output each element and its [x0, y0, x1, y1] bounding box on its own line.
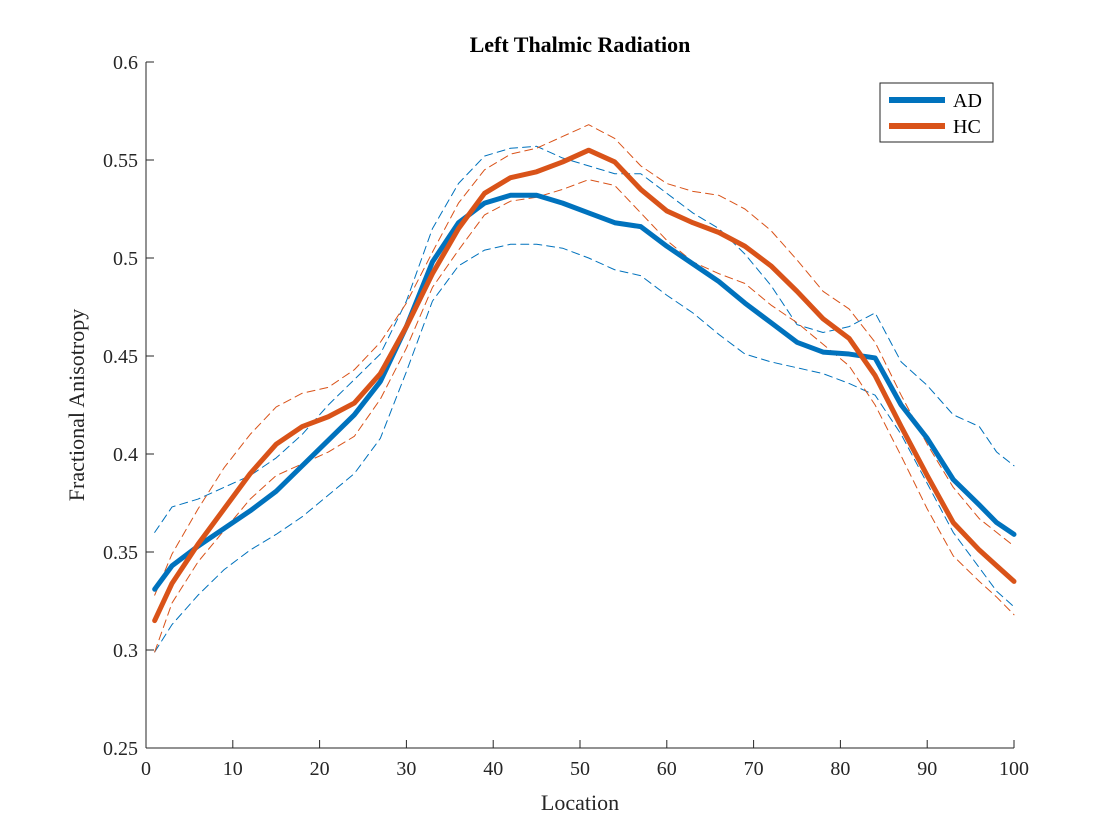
y-tick-label: 0.25 [103, 738, 138, 760]
y-tick-label: 0.55 [103, 150, 138, 172]
x-tick-label: 10 [223, 758, 243, 780]
y-tick-label: 0.3 [113, 640, 138, 662]
x-tick-label: 40 [483, 758, 503, 780]
y-tick-label: 0.4 [113, 444, 138, 466]
x-tick-label: 70 [744, 758, 764, 780]
x-tick-label: 50 [570, 758, 590, 780]
chart-title: Left Thalmic Radiation [470, 32, 691, 57]
y-tick-label: 0.35 [103, 542, 138, 564]
y-tick-label: 0.45 [103, 346, 138, 368]
x-tick-label: 80 [830, 758, 850, 780]
series-line-hc [152, 147, 1017, 624]
series-bound-orange-5 [154, 124, 1015, 596]
series-bound-blue-2 [154, 145, 1015, 533]
series-line-ad [152, 192, 1017, 592]
series-bound-blue-3 [154, 243, 1015, 653]
axes-layer: 0 10 20 30 40 50 60 70 80 90 100 0.25 0.3 0.35 0.4 0.45… [103, 52, 1029, 780]
plot-area [146, 62, 1014, 748]
y-tick-label: 0.5 [113, 248, 138, 270]
y-axis-title: Fractional Anisotropy [64, 309, 89, 501]
legend-box [879, 82, 994, 143]
y-tick-label: 0.6 [113, 52, 138, 74]
x-tick-label: 100 [999, 758, 1029, 780]
legend-label-hc: HC [953, 116, 981, 138]
x-tick-label: 60 [657, 758, 677, 780]
x-axis-title: Location [541, 790, 619, 815]
legend-label-ad: AD [953, 90, 982, 112]
x-tick-label: 90 [917, 758, 937, 780]
series-layer [152, 124, 1017, 653]
series-bound-orange-4 [154, 179, 1015, 653]
x-tick-label: 20 [310, 758, 330, 780]
x-tick-label: 30 [396, 758, 416, 780]
legend: AD HC [879, 82, 994, 143]
x-tick-label: 0 [141, 758, 151, 780]
